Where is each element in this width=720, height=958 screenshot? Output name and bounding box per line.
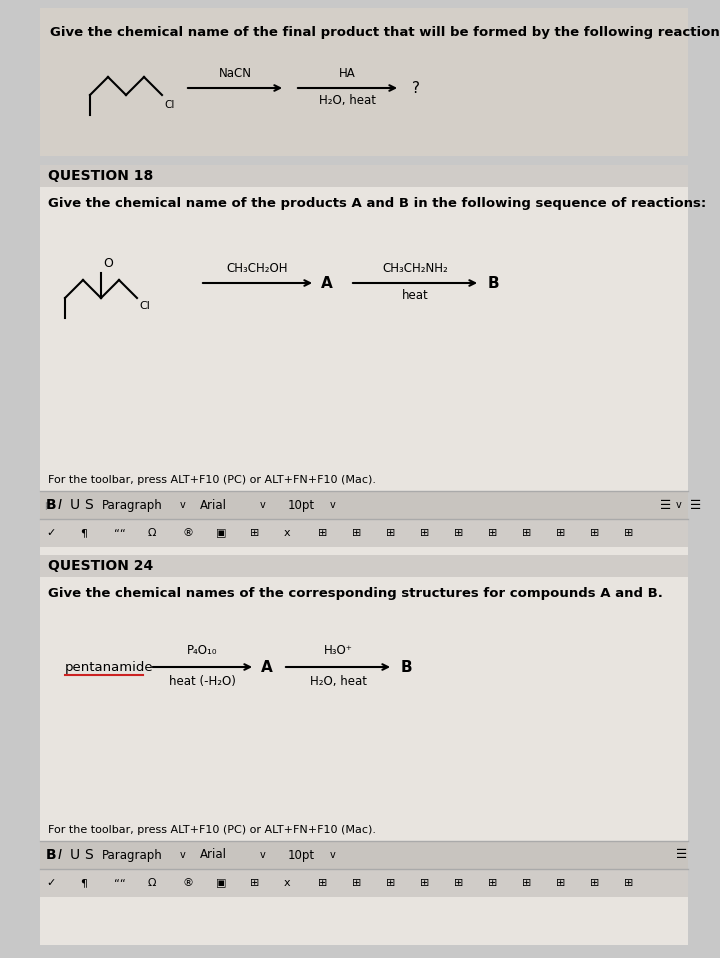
Text: v: v [180, 850, 186, 860]
Text: ⊞: ⊞ [420, 878, 429, 888]
Text: ®: ® [182, 528, 193, 538]
Text: H₃O⁺: H₃O⁺ [323, 644, 352, 657]
Text: ▣: ▣ [216, 878, 227, 888]
Text: B: B [46, 848, 57, 862]
Text: ▣: ▣ [216, 528, 227, 538]
Text: ⊞: ⊞ [352, 528, 361, 538]
Text: S: S [84, 848, 93, 862]
Text: A: A [261, 659, 273, 674]
Text: ⊞: ⊞ [624, 528, 634, 538]
Text: ⊞: ⊞ [352, 878, 361, 888]
Text: CH₃CH₂OH: CH₃CH₂OH [227, 262, 288, 275]
Text: ⊞: ⊞ [590, 528, 599, 538]
Text: v: v [260, 850, 266, 860]
Text: ✓: ✓ [46, 878, 55, 888]
Text: ⊞: ⊞ [420, 528, 429, 538]
Text: ⊞: ⊞ [250, 878, 259, 888]
Text: ⊞: ⊞ [318, 878, 328, 888]
Text: ⊞: ⊞ [454, 878, 464, 888]
Text: ?: ? [412, 80, 420, 96]
Text: ⊞: ⊞ [250, 528, 259, 538]
Text: HA: HA [339, 67, 356, 80]
Text: QUESTION 18: QUESTION 18 [48, 169, 153, 183]
Text: Ω: Ω [148, 878, 156, 888]
Text: v: v [330, 500, 336, 510]
Text: H₂O, heat: H₂O, heat [319, 94, 376, 107]
Text: pentanamide: pentanamide [65, 660, 153, 673]
Text: ☰: ☰ [676, 849, 688, 861]
Text: Give the chemical names of the corresponding structures for compounds A and B.: Give the chemical names of the correspon… [48, 587, 663, 600]
Text: ☰: ☰ [690, 498, 701, 512]
Text: p: p [44, 500, 50, 510]
Text: ⊞: ⊞ [488, 878, 498, 888]
Text: Give the chemical name of the final product that will be formed by the following: Give the chemical name of the final prod… [50, 26, 720, 39]
Text: B: B [401, 659, 413, 674]
Text: heat (-H₂O): heat (-H₂O) [169, 675, 236, 688]
Text: U: U [70, 498, 80, 512]
Text: Arial: Arial [200, 498, 227, 512]
Text: x: x [284, 528, 291, 538]
FancyBboxPatch shape [40, 491, 688, 519]
FancyBboxPatch shape [40, 841, 688, 869]
Text: I: I [58, 848, 62, 862]
Text: I: I [58, 498, 62, 512]
Text: A: A [321, 276, 333, 290]
FancyBboxPatch shape [40, 869, 688, 897]
Text: ⊞: ⊞ [522, 878, 531, 888]
Text: ⊞: ⊞ [386, 528, 395, 538]
Text: ““: ““ [114, 878, 126, 888]
Text: P₄O₁₀: P₄O₁₀ [187, 644, 217, 657]
Text: ¶: ¶ [80, 878, 87, 888]
Text: ⊞: ⊞ [386, 878, 395, 888]
Text: Give the chemical name of the products A and B in the following sequence of reac: Give the chemical name of the products A… [48, 197, 706, 210]
Text: O: O [103, 257, 113, 270]
Text: ⊞: ⊞ [454, 528, 464, 538]
Text: v: v [260, 500, 266, 510]
Text: ⊞: ⊞ [522, 528, 531, 538]
FancyBboxPatch shape [40, 547, 688, 557]
Text: Ω: Ω [148, 528, 156, 538]
Text: H₂O, heat: H₂O, heat [310, 675, 366, 688]
Text: ⊞: ⊞ [590, 878, 599, 888]
Text: Paragraph: Paragraph [102, 849, 163, 861]
Text: ☰: ☰ [660, 498, 671, 512]
Text: B: B [488, 276, 500, 290]
Text: NaCN: NaCN [218, 67, 251, 80]
Text: For the toolbar, press ALT+F10 (PC) or ALT+FN+F10 (Mac).: For the toolbar, press ALT+F10 (PC) or A… [48, 475, 376, 485]
Text: v: v [180, 500, 186, 510]
Text: v: v [330, 850, 336, 860]
Text: v: v [676, 500, 682, 510]
FancyBboxPatch shape [40, 555, 688, 945]
Text: ⊞: ⊞ [556, 528, 565, 538]
Text: B: B [46, 498, 57, 512]
Text: QUESTION 24: QUESTION 24 [48, 559, 153, 573]
FancyBboxPatch shape [40, 165, 688, 520]
Text: Arial: Arial [200, 849, 227, 861]
Text: 10pt: 10pt [288, 498, 315, 512]
Text: ““: ““ [114, 528, 126, 538]
Text: Cl: Cl [139, 301, 150, 311]
Text: ¶: ¶ [80, 528, 87, 538]
Text: ✓: ✓ [46, 528, 55, 538]
FancyBboxPatch shape [40, 519, 688, 547]
Text: ⊞: ⊞ [318, 528, 328, 538]
Text: ⊞: ⊞ [556, 878, 565, 888]
FancyBboxPatch shape [40, 555, 688, 577]
FancyBboxPatch shape [40, 165, 688, 187]
Text: CH₃CH₂NH₂: CH₃CH₂NH₂ [382, 262, 448, 275]
Text: heat: heat [402, 289, 428, 302]
Text: 10pt: 10pt [288, 849, 315, 861]
FancyBboxPatch shape [40, 897, 688, 945]
Text: Paragraph: Paragraph [102, 498, 163, 512]
Text: ®: ® [182, 878, 193, 888]
Text: U: U [70, 848, 80, 862]
Text: S: S [84, 498, 93, 512]
Text: ⊞: ⊞ [624, 878, 634, 888]
Text: ⊞: ⊞ [488, 528, 498, 538]
Text: For the toolbar, press ALT+F10 (PC) or ALT+FN+F10 (Mac).: For the toolbar, press ALT+F10 (PC) or A… [48, 825, 376, 835]
FancyBboxPatch shape [40, 8, 688, 156]
Text: Cl: Cl [164, 100, 174, 110]
Text: x: x [284, 878, 291, 888]
